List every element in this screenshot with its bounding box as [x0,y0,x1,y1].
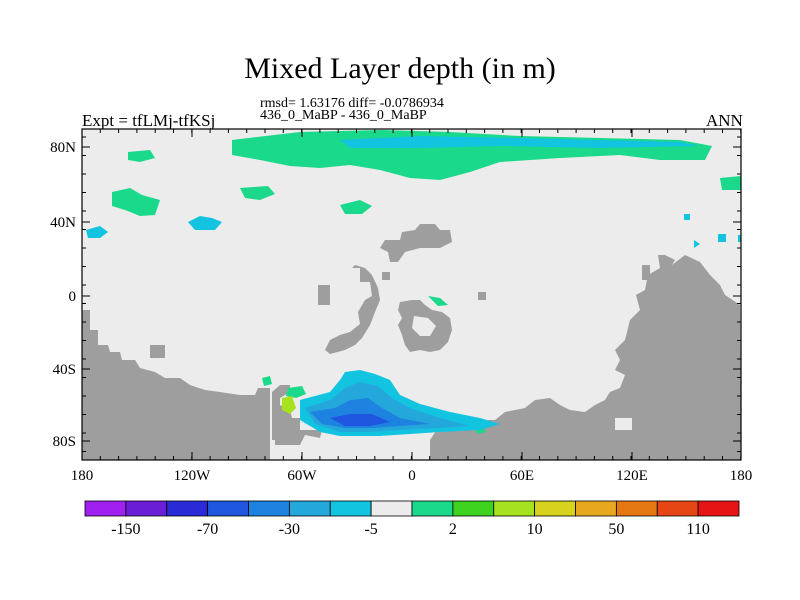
map-title: Mixed Layer depth (in m) [244,52,556,85]
land-inner-hole [412,316,436,336]
colorbar-swatch [534,500,576,517]
colorbar-label: -70 [197,521,218,538]
colorbar-label: -150 [111,521,140,538]
colorbar-swatch [370,500,413,517]
lat-tick-label: 0 [69,289,77,305]
lat-tick-label: 80N [50,140,76,156]
colorbar-swatch [615,500,658,517]
case-names-label: 436_0_MaBP - 436_0_MaBP [260,108,427,123]
anomaly-arctic-patch-1 [128,150,155,162]
anomaly-cyan-east-3 [738,235,741,242]
lat-tick-label: 80S [53,434,76,450]
anomaly-cyan-east-1 [684,214,690,220]
lon-tick-labels: 180 120W 60W 0 60E 120E 180 [71,468,753,484]
experiment-label: Expt = tfLMj-tfKSj [82,111,216,130]
land-small-island-west-3 [642,265,650,280]
colorbar-swatch [84,500,127,517]
anomaly-cyan-40n-mid [188,216,222,230]
lon-tick-label: 180 [71,468,94,484]
colorbar [84,500,740,517]
land-ocean-gap-near-pole [615,418,632,430]
colorbar-label: -30 [279,521,300,538]
colorbar-label: 2 [449,521,457,538]
anomaly-plume-darkblue [330,414,390,426]
land-west-antarctic-continent [82,310,322,460]
land-central-island-north [380,224,452,262]
anomaly-green-south-3 [286,386,306,398]
colorbar-swatch [166,500,209,517]
anomaly-cyan-40n-west [86,226,108,238]
land-small-island-west-2 [150,345,165,358]
lat-tick-labels: 80N 40N 0 40S 80S [50,140,76,450]
season-label: ANN [706,111,743,130]
anomaly-arctic-sub [340,136,700,148]
anomaly-cyan-east-2 [718,234,726,242]
anomaly-green-south-2 [428,296,448,306]
anomaly-cyan-east-4 [694,240,700,248]
lat-tick-marks [82,136,741,452]
land-small-island-north [382,272,390,280]
lon-tick-label: 180 [730,468,753,484]
colorbar-labels: -150 -70 -30 -5 2 10 50 110 [111,521,710,538]
lon-tick-marks [81,129,742,460]
land-layer [82,224,741,460]
colorbar-label: 110 [686,521,709,538]
anomaly-arctic-patch-2 [112,188,160,216]
lon-tick-label: 120W [174,468,212,484]
colorbar-swatch [207,500,249,517]
anomaly-green-south-1 [262,376,272,386]
colorbar-swatch [125,500,168,517]
colorbar-swatch [452,500,495,517]
colorbar-swatch [411,500,454,517]
land-small-island-west [318,285,330,305]
lon-tick-label: 0 [408,468,416,484]
colorbar-swatch [656,500,699,517]
rmsd-diff-label: rmsd= 1.63176 diff= -0.0786934 [260,96,444,111]
colorbar-swatch [329,500,372,517]
anomaly-arctic-patch-3 [240,186,275,200]
colorbar-swatch [493,500,536,517]
lat-tick-label: 40S [53,362,76,378]
anomaly-arctic-patch-4 [340,200,372,214]
colorbar-swatch [248,500,290,517]
lon-tick-label: 120E [616,468,648,484]
anomaly-north-layer [86,130,741,248]
colorbar-label: 50 [608,521,624,538]
colorbar-swatch [697,500,740,517]
anomaly-arctic-patch-5 [720,176,741,190]
colorbar-swatch [575,500,617,517]
lat-tick-label: 40N [50,215,76,231]
land-eastern-continent [430,255,741,460]
lon-tick-label: 60W [287,468,317,484]
land-small-island-tiny [478,292,486,300]
colorbar-swatch [288,500,331,517]
anomaly-south-layer [262,296,500,436]
land-central-island-mid [325,265,380,354]
anomaly-yellow-green-spot [282,396,296,414]
colorbar-label: 10 [527,521,543,538]
lon-tick-label: 60E [510,468,534,484]
colorbar-label: -5 [364,521,377,538]
